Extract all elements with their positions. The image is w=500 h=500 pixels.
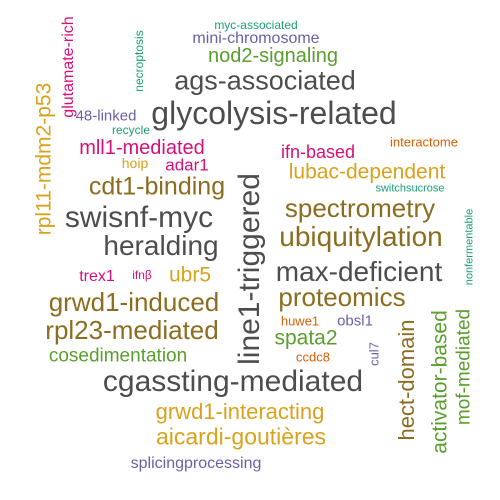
word: huwe1	[280, 313, 320, 329]
word: line1-triggered	[233, 173, 266, 365]
word: necroptosis	[132, 30, 146, 92]
word: mini-chromosome	[192, 30, 320, 47]
word: 48-linked	[75, 107, 137, 125]
word: obsl1	[337, 312, 373, 330]
word: ifnβ	[132, 268, 152, 282]
word: cgassting-mediated	[102, 365, 364, 398]
word: glutamate-rich	[60, 16, 77, 118]
word: cosedimentation	[48, 345, 188, 367]
word: cul7	[366, 342, 382, 366]
word: ags-associated	[174, 65, 356, 96]
word: cdt1-binding	[88, 172, 226, 201]
word: hoip	[121, 155, 149, 171]
word: heralding	[103, 230, 219, 261]
word: nod2-signaling	[207, 45, 339, 67]
word: mll1-mediated	[79, 137, 205, 159]
word: ubiquitylation	[279, 221, 443, 252]
word: trex1	[79, 268, 115, 285]
word: ubr5	[168, 263, 212, 287]
word: activator-based	[428, 310, 452, 454]
word: nonfermentable	[463, 208, 476, 286]
word: myc-associated	[214, 18, 298, 32]
word: swisnf-myc	[64, 201, 214, 234]
word: mof-mediated	[453, 308, 475, 426]
word: ifn-based	[280, 142, 356, 162]
word: aicardi-goutières	[155, 423, 327, 450]
word: spectrometry	[284, 193, 436, 223]
word: proteomics	[278, 282, 406, 312]
word: grwd1-interacting	[155, 399, 325, 424]
word: adar1	[165, 155, 209, 175]
word: switchsucrose	[375, 182, 445, 195]
word: rpl23-mediated	[45, 315, 219, 345]
word: max-deficient	[275, 256, 443, 287]
word: interactome	[390, 134, 458, 150]
word: hect-domain	[394, 319, 419, 441]
word: rpl11-mdm2-p53	[32, 82, 56, 236]
word: lubac-dependent	[288, 160, 446, 184]
word: ccdc8	[296, 349, 330, 365]
word: glycolysis-related	[151, 95, 397, 131]
word: spata2	[274, 326, 338, 350]
word: recycle	[111, 123, 151, 137]
word: splicingprocessing	[130, 455, 262, 472]
word: grwd1-induced	[48, 287, 220, 317]
